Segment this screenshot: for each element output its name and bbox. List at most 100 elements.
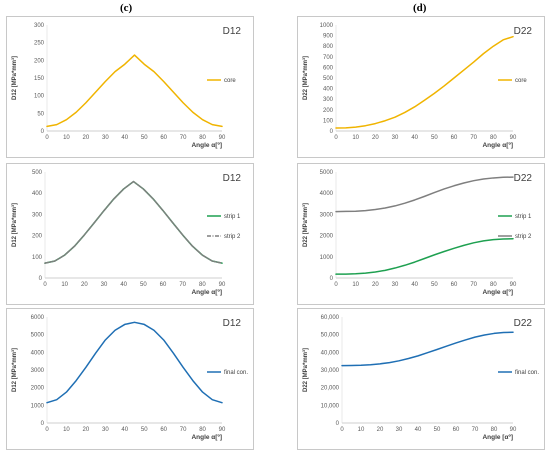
legend-label: final con. xyxy=(224,370,248,376)
y-tick-label: 0 xyxy=(336,421,340,427)
chart-panel-c2: 0 100 200 300 400 500 0 10 20 30 40 50 60 70 80 90 D12 An… xyxy=(6,163,254,305)
x-tick-label: 50 xyxy=(431,135,438,141)
x-tick-label: 60 xyxy=(160,135,167,141)
chart-d22-core: 0 100 200 300 400 500 600 700 800 900 1000 0 10 20 30 4… xyxy=(302,23,533,149)
y-tick-label: 500 xyxy=(32,170,43,176)
x-tick-label: 50 xyxy=(141,427,148,433)
series-line-strip-1 xyxy=(335,238,514,275)
x-tick-label: 80 xyxy=(490,135,497,141)
y-tick-label: 5000 xyxy=(31,333,45,339)
y-axis-label: D12 [MPa*mm³] xyxy=(11,348,18,392)
x-tick-label: 50 xyxy=(140,282,147,288)
y-tick-label: 10,000 xyxy=(321,403,340,409)
y-tick-label: 200 xyxy=(32,234,43,240)
y-tick-label: 300 xyxy=(32,212,43,218)
panel-label-d: (d) xyxy=(413,2,427,14)
y-tick-label: 400 xyxy=(32,191,43,197)
y-tick-label: 100 xyxy=(34,94,45,100)
x-tick-label: 90 xyxy=(219,282,226,288)
y-tick-label: 1000 xyxy=(320,255,334,261)
y-tick-label: 0 xyxy=(330,276,334,282)
series-line-strip-1 xyxy=(44,180,223,264)
legend-label: strip 1 xyxy=(515,214,532,220)
legend-label: final con. xyxy=(515,370,539,376)
y-tick-label: 200 xyxy=(34,58,45,64)
y-tick-label: 60,000 xyxy=(321,315,340,321)
x-tick-label: 0 xyxy=(334,135,338,141)
x-tick-label: 30 xyxy=(396,427,403,433)
y-tick-label: 2000 xyxy=(31,386,45,392)
x-tick-label: 80 xyxy=(491,427,498,433)
x-tick-label: 30 xyxy=(102,427,109,433)
x-tick-label: 40 xyxy=(121,135,128,141)
y-tick-label: 400 xyxy=(323,87,334,93)
y-tick-label: 5000 xyxy=(320,170,334,176)
series-line-final-con- xyxy=(46,321,223,404)
x-tick-label: 90 xyxy=(510,282,517,288)
y-tick-label: 30,000 xyxy=(321,368,340,374)
chart-d12-strips: 0 100 200 300 400 500 0 10 20 30 40 50 60 70 80 90 D12 An… xyxy=(11,170,242,296)
x-tick-label: 20 xyxy=(377,427,384,433)
y-tick-label: 1000 xyxy=(320,23,334,29)
x-tick-label: 70 xyxy=(472,427,479,433)
legend-label: core xyxy=(224,78,236,84)
x-axis-label: Angle α[º] xyxy=(482,142,513,149)
y-tick-label: 40,000 xyxy=(321,350,340,356)
y-tick-label: 150 xyxy=(34,76,45,82)
y-tick-label: 300 xyxy=(34,23,45,29)
x-tick-label: 90 xyxy=(510,427,517,433)
x-tick-label: 10 xyxy=(358,427,365,433)
chart-panel-d1: 0 100 200 300 400 500 600 700 800 900 1000 0 10 20 30 4… xyxy=(297,16,545,158)
x-tick-label: 80 xyxy=(199,282,206,288)
y-tick-label: 0 xyxy=(330,129,334,135)
x-tick-label: 10 xyxy=(352,135,359,141)
y-tick-label: 20,000 xyxy=(321,386,340,392)
y-tick-label: 900 xyxy=(323,34,334,40)
y-tick-label: 1000 xyxy=(31,403,45,409)
x-tick-label: 60 xyxy=(453,427,460,433)
y-tick-label: 6000 xyxy=(31,315,45,321)
x-axis-label: Angle [αº] xyxy=(482,434,513,441)
chart-panel-c1: 0 50 100 150 200 250 300 0 10 20 30 40 50 60 70 80 90 D12… xyxy=(6,16,254,158)
y-tick-label: 3000 xyxy=(320,212,334,218)
x-tick-label: 60 xyxy=(451,282,458,288)
chart-d12-core: 0 50 100 150 200 250 300 0 10 20 30 40 50 60 70 80 90 D12… xyxy=(11,23,242,149)
x-tick-label: 50 xyxy=(434,427,441,433)
x-tick-label: 0 xyxy=(45,427,49,433)
y-axis-label: D22 [MPa*mm³] xyxy=(302,56,309,100)
y-tick-label: 50,000 xyxy=(321,333,340,339)
x-tick-label: 0 xyxy=(334,282,338,288)
x-tick-label: 40 xyxy=(411,135,418,141)
y-tick-label: 50 xyxy=(37,111,44,117)
series-line-final-con- xyxy=(341,331,514,367)
x-tick-label: 20 xyxy=(372,135,379,141)
x-tick-label: 0 xyxy=(340,427,344,433)
y-tick-label: 200 xyxy=(323,108,334,114)
chart-title: D22 xyxy=(514,26,533,37)
x-tick-label: 80 xyxy=(490,282,497,288)
x-axis-label: Angle α[º] xyxy=(191,142,222,149)
chart-d22-final: 0 10,000 20,000 30,000 40,000 50,000 60,000 0 10… xyxy=(302,315,539,441)
x-tick-label: 70 xyxy=(470,282,477,288)
y-tick-label: 3000 xyxy=(31,368,45,374)
x-tick-label: 30 xyxy=(101,282,108,288)
y-tick-label: 500 xyxy=(323,76,334,82)
x-axis-label: Angle α[º] xyxy=(191,434,222,441)
chart-title: D22 xyxy=(514,173,533,184)
chart-title: D12 xyxy=(223,26,242,37)
x-tick-label: 20 xyxy=(83,427,90,433)
series-line-strip-2 xyxy=(44,180,223,264)
y-axis-label: D12 [MPa*mm³] xyxy=(11,203,18,247)
legend-label: strip 2 xyxy=(224,234,241,240)
x-tick-label: 20 xyxy=(372,282,379,288)
chart-panel-d2: 0 1000 2000 3000 4000 5000 0 10 20 30 40 50 60 70 80 90… xyxy=(297,163,545,305)
y-tick-label: 4000 xyxy=(31,350,45,356)
chart-title: D12 xyxy=(223,173,242,184)
x-axis-label: Angle α[º] xyxy=(191,289,222,296)
x-tick-label: 40 xyxy=(121,427,128,433)
x-tick-label: 40 xyxy=(415,427,422,433)
y-tick-label: 600 xyxy=(323,65,334,71)
y-tick-label: 0 xyxy=(41,421,45,427)
chart-d22-strips: 0 1000 2000 3000 4000 5000 0 10 20 30 40 50 60 70 80 90… xyxy=(302,170,533,296)
y-axis-label: D22 [MPa*mm³] xyxy=(302,203,309,247)
